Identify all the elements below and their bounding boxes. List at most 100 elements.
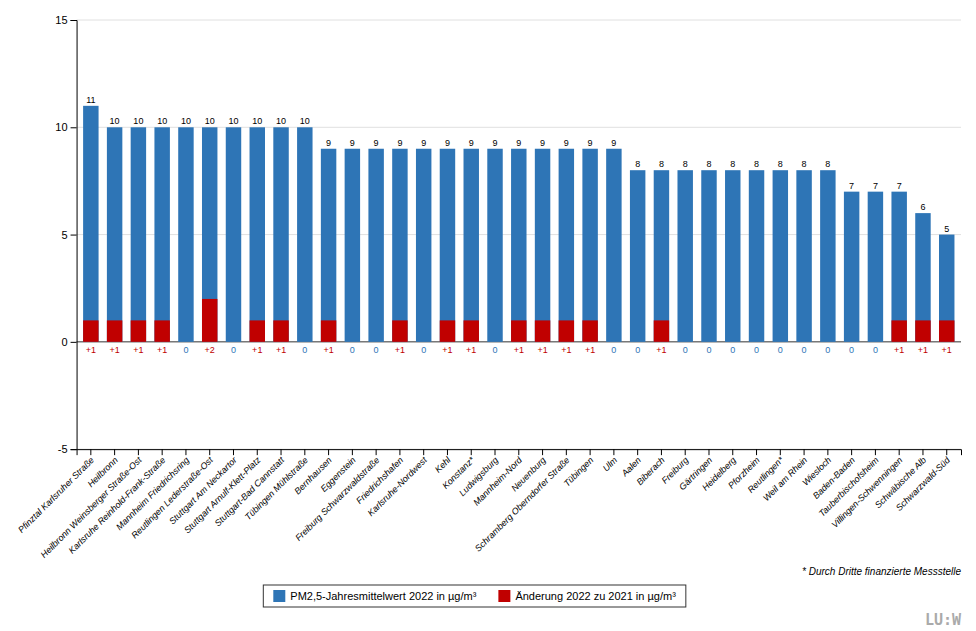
data-label: 9 [445,138,450,148]
data-label: 0 [350,345,355,355]
data-label: 10 [300,116,310,126]
bar [107,127,122,342]
bar [321,320,336,341]
bar [891,192,906,342]
x-tick-mark [114,449,115,455]
x-tick-mark [471,449,472,455]
plot: -5051015Pfinztal Karlsruher StraßeHeilbr… [16,14,961,560]
data-label: +2 [205,345,215,355]
x-tick-mark [875,449,876,455]
x-tick-mark [90,449,91,455]
x-tick-label: Tübingen [562,455,596,489]
bar [559,149,574,342]
bar [297,341,312,342]
x-tick-mark [209,449,210,455]
data-label: 10 [276,116,286,126]
data-label: 10 [133,116,143,126]
data-label: 0 [730,345,735,355]
bar [202,127,217,342]
x-tick-label: Karlsruhe Reinhold-Frank-Straße [67,455,168,556]
x-tick: Karlsruhe Reinhold-Frank-Straße [67,449,168,556]
data-label: 6 [920,202,925,212]
data-label: +1 [133,345,143,355]
bar [868,341,883,342]
legend-item: Änderung 2022 zu 2021 in µg/m³ [498,590,676,602]
x-tick-mark [304,449,305,455]
bar [749,170,764,342]
x-tick-mark [708,449,709,455]
footnote: * Durch Dritte finanzierte Messstelle [802,566,961,577]
x-tick-mark [685,449,686,455]
bar [535,320,550,341]
bar [273,127,288,342]
bar [796,341,811,342]
x-tick: Baden-Baden [811,449,857,501]
data-label: +1 [442,345,452,355]
x-tick-label: Schramberg Oberndorfer Straße [473,455,572,554]
data-label: 10 [110,116,120,126]
x-tick-mark [257,449,258,455]
legend-items: PM2,5-Jahresmittelwert 2022 in µg/m³Ände… [273,590,676,602]
data-label: +1 [561,345,571,355]
data-label: +1 [466,345,476,355]
data-label: 9 [588,138,593,148]
data-label: 8 [730,159,735,169]
data-label: +1 [323,345,333,355]
x-tick-mark [827,449,828,455]
x-tick-mark [637,449,638,455]
x-tick-mark [756,449,757,455]
data-label: 8 [802,159,807,169]
bar [178,127,193,342]
bar [487,149,502,342]
data-label: +1 [537,345,547,355]
y-axis-line [71,21,78,450]
data-label: +1 [109,345,119,355]
data-label: 0 [873,345,878,355]
data-label: 9 [516,138,521,148]
data-label: 0 [849,345,854,355]
data-label: +1 [252,345,262,355]
bar [559,320,574,341]
bar [392,149,407,342]
x-tick-mark [804,449,805,455]
bar [796,170,811,342]
x-tick-mark [851,449,852,455]
bar [440,149,455,342]
bar [749,341,764,342]
x-tick-mark [732,449,733,455]
data-label: 9 [374,138,379,148]
y-tick-mark [71,235,77,236]
grid [77,20,961,449]
x-tick-mark [590,449,591,455]
bar [654,170,669,342]
data-label: 8 [778,159,783,169]
x-tick-label: Heilbronn Weinsberger Straße-Ost [39,455,144,560]
data-label: +1 [157,345,167,355]
bar [440,320,455,341]
data-label: 0 [706,345,711,355]
bar [820,341,835,342]
data-label: 0 [802,345,807,355]
y-tick-label: 0 [61,336,67,348]
x-tick-mark [542,449,543,455]
y-tick-mark [71,342,77,343]
data-label: 8 [635,159,640,169]
x-tick-mark [661,449,662,455]
x-axis-line [77,450,961,456]
data-label: 0 [493,345,498,355]
x-tick-mark [899,449,900,455]
y-tick-label: 15 [55,14,67,26]
bar [154,320,169,341]
bar [226,127,241,342]
bar [321,149,336,342]
legend-swatch [273,590,285,602]
bar [345,341,360,342]
x-tick-mark [780,449,781,455]
x-tick: Karlsruhe-Nordwest [366,449,430,518]
bar [511,320,526,341]
data-label: +1 [918,345,928,355]
data-label: +1 [514,345,524,355]
data-label: 7 [897,181,902,191]
bar [868,192,883,342]
data-label: 10 [181,116,191,126]
